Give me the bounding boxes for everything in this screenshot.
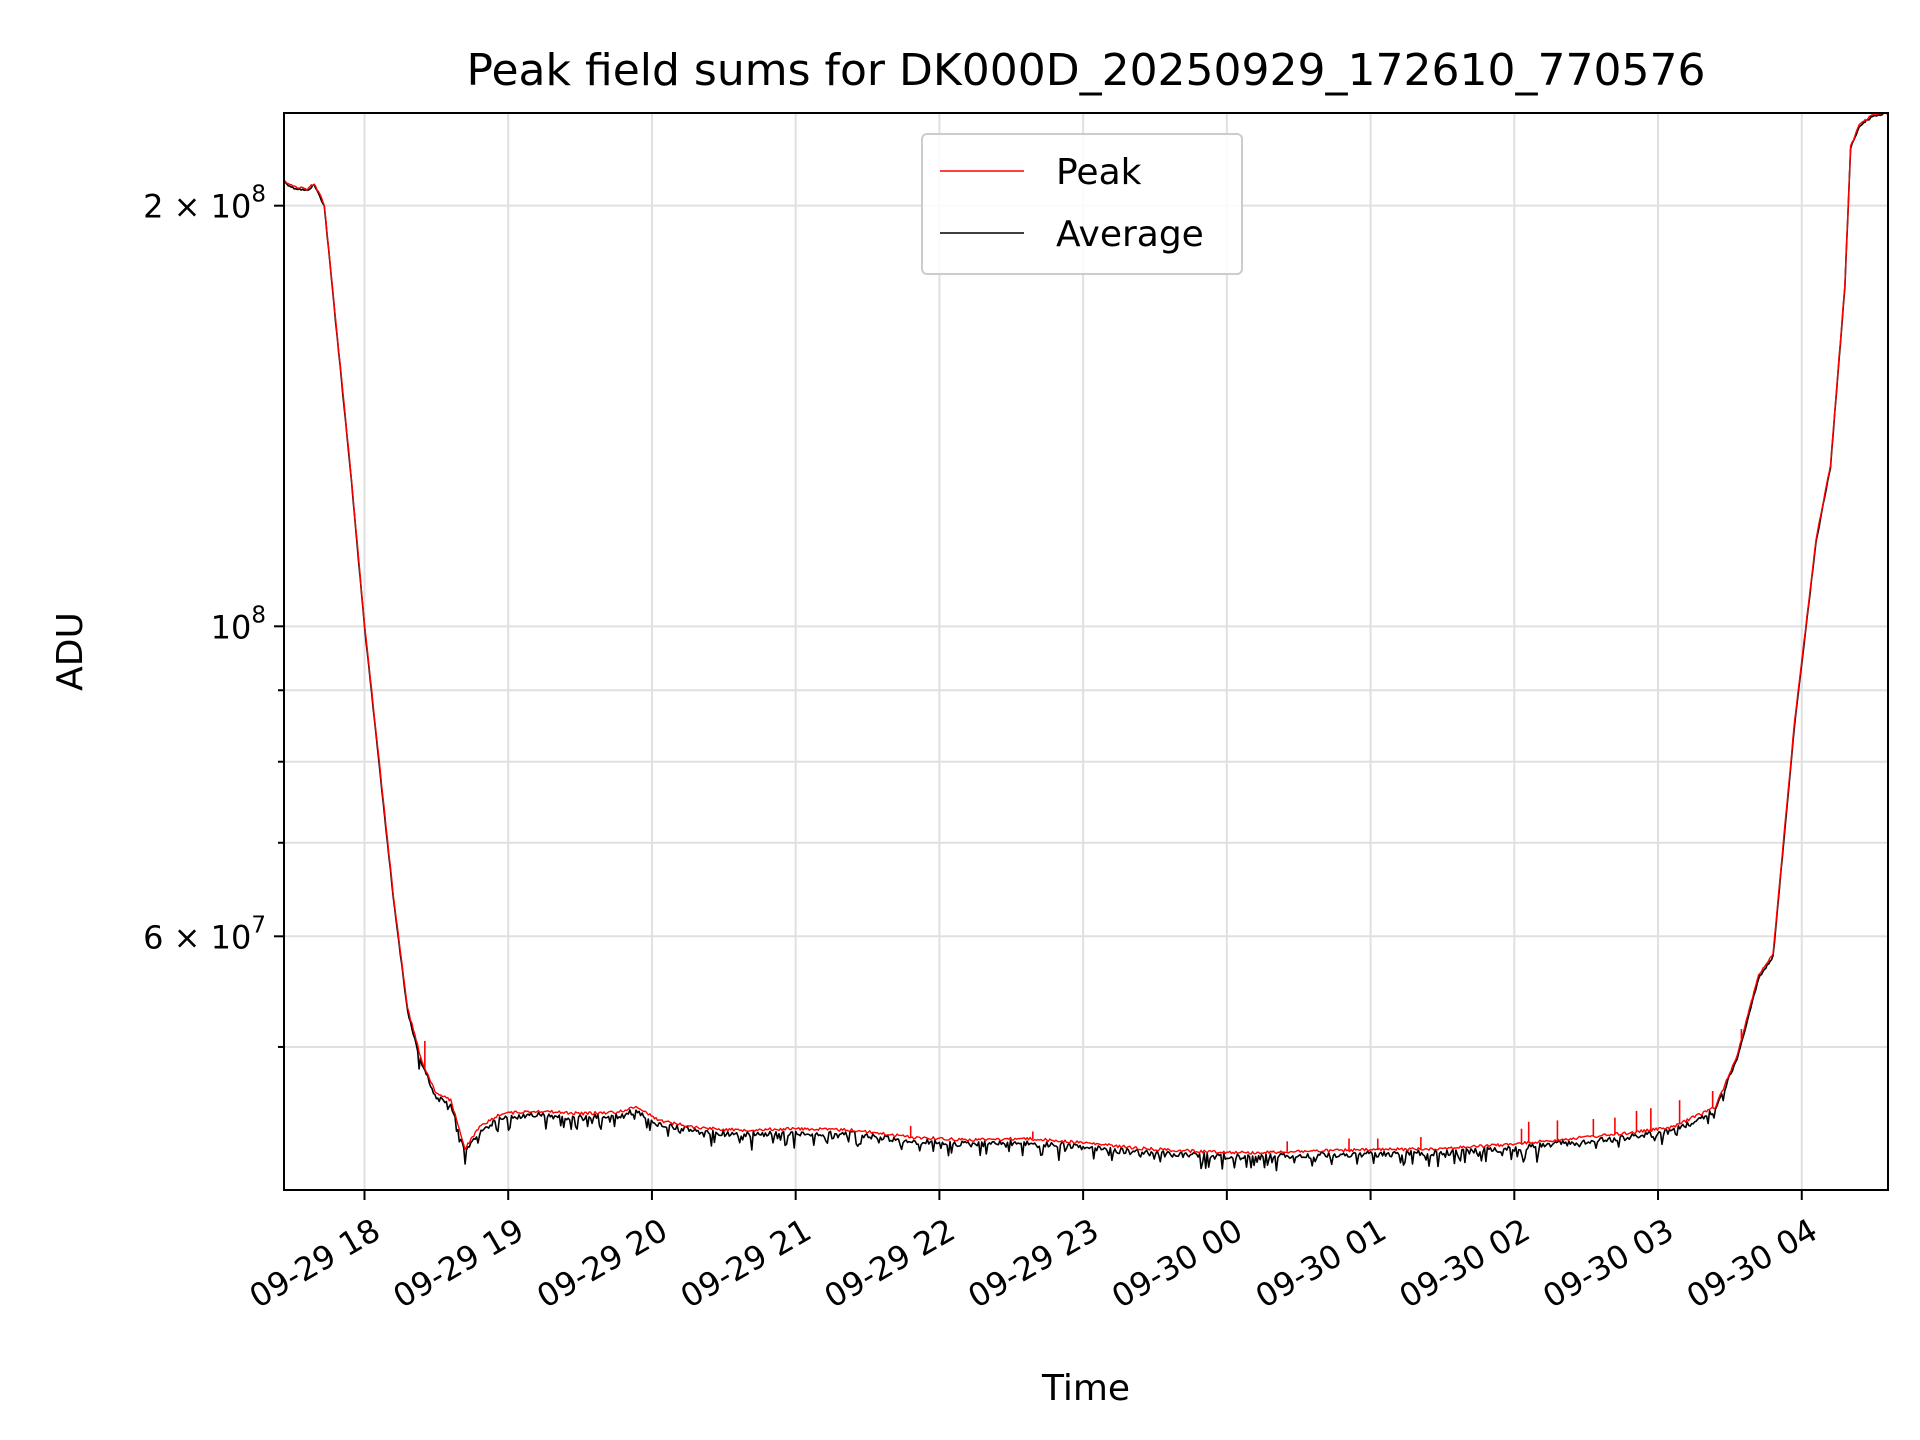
legend-average-label: Average bbox=[1056, 214, 1204, 255]
y-tick-label: 2 × 108 bbox=[143, 182, 266, 226]
plot-frame bbox=[283, 112, 1889, 1191]
legend-peak-label: Peak bbox=[1056, 152, 1142, 193]
series-average-line bbox=[284, 113, 1888, 1172]
y-tick-label: 6 × 107 bbox=[143, 912, 266, 956]
legend-box bbox=[921, 133, 1243, 275]
chart-title: Peak field sums for DK000D_20250929_1726… bbox=[467, 45, 1706, 96]
x-axis-label: Time bbox=[1041, 1368, 1130, 1409]
y-axis-label: ADU bbox=[50, 612, 91, 691]
series-peak-line bbox=[284, 113, 1888, 1155]
data-series bbox=[284, 113, 1888, 1172]
series-group bbox=[284, 113, 1888, 1172]
y-tick-label: 108 bbox=[211, 602, 266, 646]
legend: Peak Average bbox=[921, 133, 1243, 275]
